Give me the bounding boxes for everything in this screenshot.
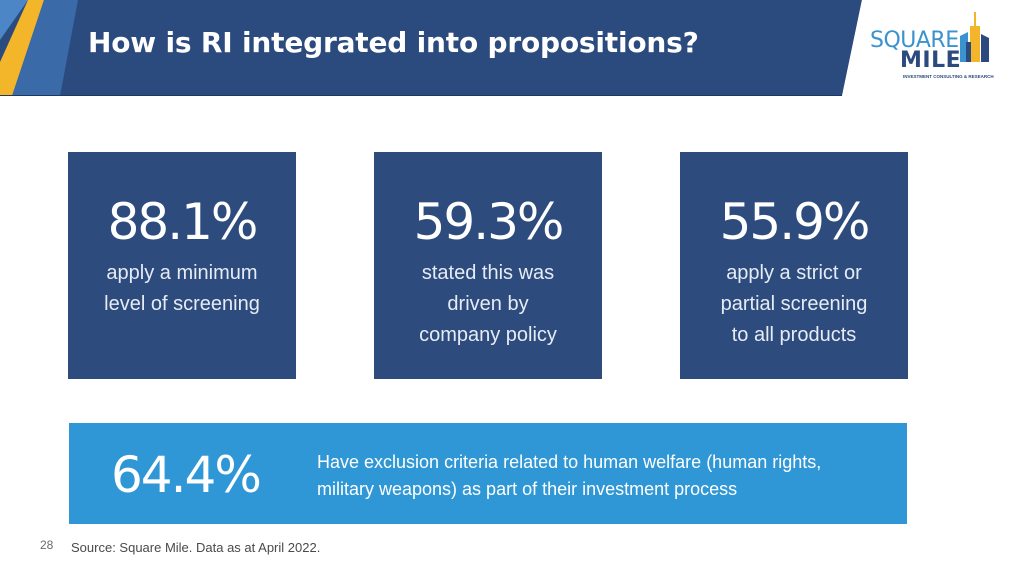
stat-value: 59.3% [413,193,565,251]
source-note: Source: Square Mile. Data as at April 20… [71,540,321,555]
highlight-description: Have exclusion criteria related to human… [317,452,822,499]
logo-line-2: MILE [900,48,962,73]
stat-card-all-products: 55.9% apply a strict or partial screenin… [680,152,908,379]
highlight-stat-banner: 64.4% Have exclusion criteria related to… [69,423,907,524]
logo-tagline: INVESTMENT CONSULTING & RESEARCH [903,74,994,79]
stat-description: stated this was driven by company policy [419,262,557,346]
stat-card-screening: 88.1% apply a minimum level of screening [68,152,296,379]
stat-description: apply a minimum level of screening [104,262,260,315]
banner-shape [0,0,1024,96]
stat-value: 88.1% [107,193,259,251]
page-number: 28 [40,538,54,552]
stat-description: apply a strict or partial screening to a… [720,262,868,346]
logo-line-1: SQUARE [870,28,959,53]
stat-value: 55.9% [719,193,871,251]
city-buildings-icon [960,12,989,62]
highlight-value: 64.4% [111,446,262,504]
square-mile-logo: SQUARE MILE INVESTMENT CONSULTING & RESE… [870,12,1020,82]
page-title: How is RI integrated into propositions? [88,26,699,59]
stat-card-company-policy: 59.3% stated this was driven by company … [374,152,602,379]
header-banner: How is RI integrated into propositions? … [0,0,1024,96]
